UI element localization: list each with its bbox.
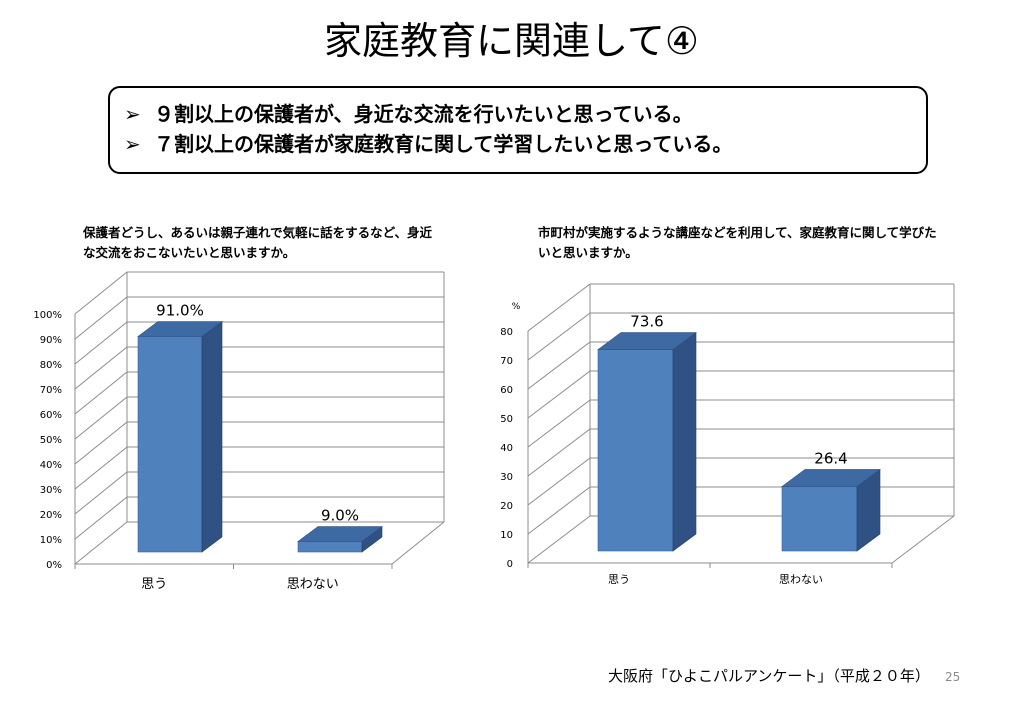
- summary-bullet-2: ➢ ７割以上の保護者が家庭教育に関して学習したいと思っている。: [124, 129, 926, 159]
- chart-floor-edge: [891, 515, 955, 564]
- chart-1: 0% 10% 20% 30% 40% 50% 60% 70% 80% 90% 100% 91.0% 9.…: [33, 271, 445, 592]
- chart-gridline: [74, 321, 444, 365]
- chart-1-question: 保護者どうし、あるいは親子連れで気軽に話をするなど、身近な交流をおこないたいと思…: [83, 225, 433, 260]
- chart-y-tick-label: 60%: [40, 410, 62, 421]
- chart-y-axis-unit: %: [512, 302, 521, 312]
- chart-y-tick-label: 90%: [40, 335, 62, 346]
- chart-y-tick-label: 40%: [40, 460, 62, 471]
- page-number: 25: [945, 670, 961, 684]
- chart-gridline: [527, 486, 954, 535]
- chart-y-tick-label: 100%: [33, 310, 62, 321]
- chart-gridline: [527, 515, 954, 564]
- chart-y-tick-label: 30: [500, 472, 513, 483]
- chart-gridline: [527, 341, 954, 390]
- chart-gridline: [74, 521, 444, 565]
- chart-y-tick-label: 10: [500, 530, 513, 541]
- chart-data-label: 73.6: [630, 313, 663, 331]
- chart-gridline: [74, 446, 444, 490]
- chart-bar-side: [201, 320, 223, 553]
- chart-bar-side: [672, 331, 697, 552]
- chart-bar-top: [297, 526, 383, 542]
- chart-category-label: 思う: [608, 573, 630, 586]
- slide-title: 家庭教育に関連して④: [324, 19, 699, 63]
- summary-bullet-text: ９割以上の保護者が、身近な交流を行いたいと思っている。: [154, 102, 693, 126]
- chart-y-tick-label: 70: [500, 356, 513, 367]
- chart-gridline: [527, 457, 954, 506]
- arrow-bullet-icon: ➢: [124, 132, 141, 156]
- chart-gridline: [527, 312, 954, 361]
- chart-gridline: [74, 271, 444, 315]
- chart-gridline: [74, 471, 444, 515]
- chart-bar-top: [781, 469, 881, 487]
- chart-bar-front: [597, 349, 674, 552]
- chart-y-tick-label: 80%: [40, 360, 62, 371]
- chart-gridline: [74, 371, 444, 415]
- summary-bullet-1: ➢ ９割以上の保護者が、身近な交流を行いたいと思っている。: [124, 99, 926, 129]
- chart-gridline: [74, 396, 444, 440]
- chart-gridline: [74, 346, 444, 390]
- chart-category-label: 思う: [141, 577, 167, 592]
- chart-gridline: [527, 428, 954, 477]
- chart-y-tick-label: 0%: [46, 560, 62, 571]
- chart-category-label: 思わない: [287, 577, 339, 592]
- summary-bullet-text: ７割以上の保護者が家庭教育に関して学習したいと思っている。: [154, 132, 733, 156]
- chart-gridline: [527, 370, 954, 419]
- chart-category-label: 思わない: [779, 573, 823, 586]
- chart-y-tick-label: 80: [500, 327, 513, 338]
- chart-gridline: [74, 421, 444, 465]
- chart-y-tick-label: 30%: [40, 485, 62, 496]
- chart-bar: [137, 320, 223, 553]
- chart-data-label: 91.0%: [156, 302, 204, 320]
- chart-y-tick-label: 20%: [40, 510, 62, 521]
- chart-y-tick-label: 40: [500, 443, 513, 454]
- chart-bar: [297, 525, 383, 553]
- chart-y-tick-label: 50: [500, 414, 513, 425]
- chart-2: 0 10 20 30 40 50 60 70 80% 73.6 26.4 思う 思わない: [500, 283, 955, 586]
- chart-y-tick-label: 70%: [40, 385, 62, 396]
- chart-bar-front: [137, 336, 203, 553]
- chart-y-tick-label: 20: [500, 501, 513, 512]
- chart-y-tick-label: 50%: [40, 435, 62, 446]
- chart-bar: [597, 331, 697, 552]
- chart-y-tick-label: 60: [500, 385, 513, 396]
- chart-bar-top: [137, 321, 223, 337]
- chart-gridline: [74, 296, 444, 340]
- arrow-bullet-icon: ➢: [124, 102, 141, 126]
- chart-bar-front: [781, 486, 858, 552]
- chart-2-question: 市町村が実施するような講座などを利用して、家庭教育に関して学びたいと思いますか。: [538, 225, 937, 260]
- chart-gridline: [527, 283, 954, 332]
- chart-bar: [781, 468, 881, 552]
- chart-gridline: [74, 496, 444, 540]
- chart-bar-top: [597, 332, 697, 350]
- summary-box: ➢ ９割以上の保護者が、身近な交流を行いたいと思っている。 ➢ ７割以上の保護者が家…: [108, 86, 928, 174]
- chart-bar-front: [297, 541, 363, 553]
- chart-floor-edge: [391, 521, 445, 565]
- source-citation: 大阪府「ひよこパルアンケート」（平成２０年）: [608, 667, 930, 685]
- chart-gridline: [527, 399, 954, 448]
- chart-data-label: 9.0%: [321, 507, 359, 525]
- chart-data-label: 26.4: [814, 449, 847, 467]
- chart-y-tick-label: 0: [507, 559, 513, 570]
- chart-y-tick-label: 10%: [40, 535, 62, 546]
